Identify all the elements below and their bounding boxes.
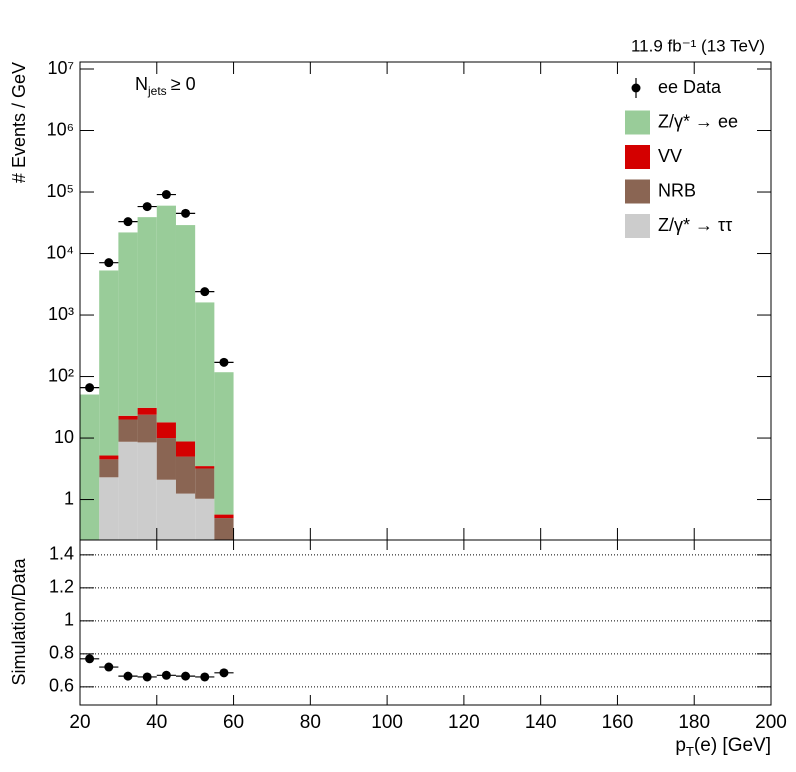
y-tick-label: 10⁵ [47, 181, 74, 201]
x-tick-label: 100 [371, 712, 403, 733]
stack-segment [137, 217, 157, 408]
y-axis-title: # Events / GeV [9, 62, 29, 183]
stack-segment [214, 372, 234, 515]
annotation-sub: jets [147, 84, 167, 98]
x-tick-label: 200 [755, 712, 787, 733]
stack-segment [195, 468, 215, 499]
annotation: Njets ≥ 0 [135, 74, 196, 98]
y-tick-label: 1 [64, 488, 74, 508]
stack-segment [156, 205, 176, 423]
ratio-point [219, 668, 229, 678]
stack-segment [195, 498, 215, 540]
y-tick-label: 1 [64, 610, 74, 630]
stack-segment [99, 459, 119, 478]
annotation-base: N [135, 74, 148, 94]
annotation-rest: ≥ 0 [171, 74, 196, 94]
stack-segment [99, 477, 119, 540]
stack-segment [156, 438, 176, 480]
data-point [104, 258, 114, 268]
x-title-sub: T [686, 744, 694, 759]
x-tick-label: 20 [69, 712, 90, 733]
legend-label: Z/γ* → ee [658, 111, 738, 131]
x-tick-label: 140 [525, 712, 557, 733]
stack-segment [137, 414, 157, 443]
legend-marker [631, 83, 641, 93]
ratio-point [142, 672, 152, 682]
y-tick-label: 1.2 [49, 577, 74, 597]
x-tick-label: 80 [300, 712, 321, 733]
y-tick-label: 10 [54, 427, 74, 447]
y-tick-label: 0.6 [49, 676, 74, 696]
y-tick-label: 10³ [48, 304, 74, 324]
y-tick-label: 10⁶ [47, 119, 74, 139]
ratio-point [104, 662, 114, 672]
stack-segment [175, 225, 196, 442]
legend-label: NRB [658, 180, 696, 200]
stack-segment [118, 232, 138, 416]
stack-segment [175, 441, 196, 457]
stack-segment [118, 415, 138, 420]
legend-swatch [625, 214, 650, 238]
ratio-point [161, 670, 171, 680]
stack-segment [195, 466, 215, 469]
stack-segment [156, 479, 176, 540]
data-point [123, 217, 133, 227]
legend-label: VV [658, 146, 682, 166]
data-point [85, 383, 95, 393]
x-title-base: p [675, 735, 686, 756]
y-tick-label: 10² [48, 365, 74, 385]
stack-segment [80, 394, 100, 540]
data-point [181, 208, 191, 218]
x-tick-label: 40 [146, 712, 167, 733]
legend-label: ee Data [658, 77, 722, 97]
legend-swatch [625, 179, 650, 204]
stack-segment [99, 270, 119, 456]
y-tick-label: 10⁷ [47, 58, 74, 78]
frame [79, 539, 772, 706]
legend-swatch [625, 110, 650, 135]
stack-segment [156, 422, 176, 439]
stack-segment [214, 514, 234, 519]
x-axis-title: pT(e) [GeV] [675, 735, 771, 759]
ratio-point [200, 672, 210, 682]
data-point [219, 357, 229, 367]
lumi: 11.9 fb⁻¹ (13 TeV) [631, 36, 765, 55]
ratio-axis-title: Simulation/Data [9, 557, 29, 685]
stack-segment [137, 442, 157, 540]
x-tick-label: 60 [223, 712, 244, 733]
legend-label: Z/γ* → ττ [658, 215, 732, 235]
y-tick-label: 10⁴ [46, 242, 74, 262]
stack-segment [118, 419, 138, 442]
legend-swatch [625, 145, 650, 169]
y-tick-label: 0.8 [49, 643, 74, 663]
data-point [161, 190, 171, 200]
stack-segment [175, 456, 196, 494]
ratio-point [85, 654, 95, 664]
ratio-point [123, 671, 133, 681]
x-tick-label: 180 [678, 712, 710, 733]
y-tick-label: 1.4 [49, 544, 74, 564]
stack-segment [214, 518, 234, 540]
data-point [200, 287, 210, 297]
x-title-rest: (e) [GeV] [694, 735, 771, 756]
data-point [142, 202, 152, 212]
x-tick-label: 160 [602, 712, 634, 733]
stack-segment [195, 302, 215, 467]
stack-segment [99, 455, 119, 460]
stack-segment [137, 407, 157, 415]
stack-segment [175, 493, 196, 540]
stack-segment [118, 441, 138, 540]
x-tick-label: 120 [448, 712, 480, 733]
ratio-point [181, 671, 191, 681]
